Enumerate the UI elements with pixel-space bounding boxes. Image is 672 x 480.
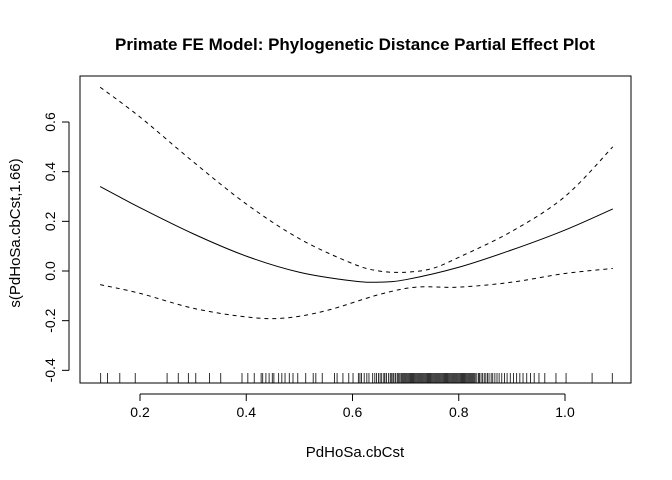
x-axis-label: PdHoSa.cbCst <box>306 444 405 461</box>
y-tick-label: -0.4 <box>42 358 58 382</box>
smooth-fit-line <box>99 186 614 283</box>
chart-title: Primate FE Model: Phylogenetic Distance … <box>115 35 595 54</box>
x-tick-label: 0.8 <box>449 404 469 420</box>
x-tick-label: 0.4 <box>237 404 257 420</box>
y-tick-label: 0.2 <box>42 211 58 231</box>
x-tick-label: 0.6 <box>343 404 363 420</box>
rug-marks <box>100 373 613 383</box>
y-axis-label: s(PdHoSa.cbCst,1.66) <box>7 158 24 307</box>
upper-confidence-line <box>99 86 614 273</box>
y-tick-label: 0.0 <box>42 261 58 281</box>
plot-frame <box>79 75 632 384</box>
lower-confidence-line <box>100 268 613 320</box>
y-tick-label: 0.4 <box>42 162 58 182</box>
y-tick-label: 0.6 <box>42 112 58 132</box>
series-lines <box>99 86 614 320</box>
x-tick-label: 0.2 <box>130 404 150 420</box>
x-tick-label: 1.0 <box>555 404 575 420</box>
axes: 0.2 0.4 0.6 0.8 1.0 -0.4 -0.2 0.0 0.2 0.4 0.6 <box>42 75 632 420</box>
y-tick-label: -0.2 <box>42 308 58 332</box>
